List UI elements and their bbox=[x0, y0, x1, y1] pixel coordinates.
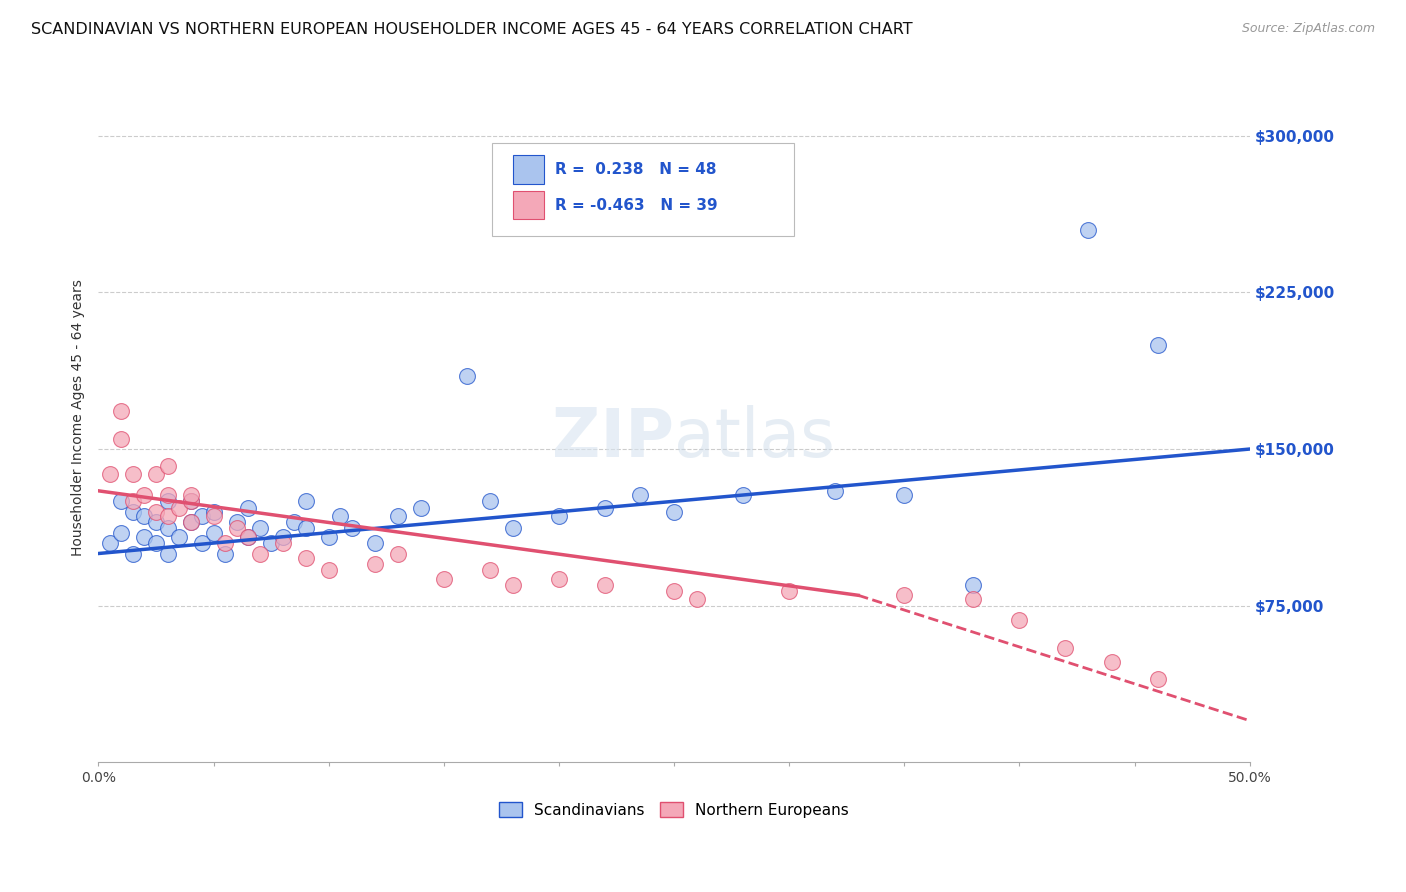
Point bbox=[236, 500, 259, 515]
Point bbox=[110, 525, 132, 540]
Point bbox=[122, 494, 145, 508]
Point bbox=[110, 432, 132, 446]
Point bbox=[824, 483, 846, 498]
Point bbox=[167, 530, 190, 544]
Point bbox=[134, 508, 156, 523]
Point bbox=[478, 563, 501, 577]
Point bbox=[167, 500, 190, 515]
Point bbox=[122, 505, 145, 519]
Point bbox=[628, 488, 651, 502]
Point bbox=[364, 536, 387, 550]
Point bbox=[456, 368, 478, 383]
Legend: Scandinavians, Northern Europeans: Scandinavians, Northern Europeans bbox=[494, 796, 855, 823]
Point bbox=[478, 494, 501, 508]
Point bbox=[733, 488, 755, 502]
Point bbox=[1146, 337, 1168, 351]
Point bbox=[662, 584, 685, 599]
Text: ZIP: ZIP bbox=[553, 405, 673, 471]
Point bbox=[249, 547, 271, 561]
Point bbox=[593, 578, 616, 592]
Point bbox=[180, 494, 202, 508]
Point bbox=[134, 530, 156, 544]
Point bbox=[409, 500, 432, 515]
Point bbox=[122, 467, 145, 482]
Point bbox=[294, 521, 316, 535]
Point bbox=[1146, 672, 1168, 686]
Point bbox=[202, 525, 225, 540]
Point bbox=[893, 588, 915, 602]
Point bbox=[180, 515, 202, 529]
Y-axis label: Householder Income Ages 45 - 64 years: Householder Income Ages 45 - 64 years bbox=[72, 279, 86, 556]
Point bbox=[180, 488, 202, 502]
Point bbox=[318, 563, 340, 577]
Point bbox=[329, 508, 352, 523]
Point bbox=[340, 521, 363, 535]
Point bbox=[134, 488, 156, 502]
Point bbox=[387, 547, 409, 561]
Point bbox=[548, 508, 571, 523]
Point bbox=[294, 494, 316, 508]
Point bbox=[156, 494, 179, 508]
Point bbox=[364, 557, 387, 571]
Point bbox=[893, 488, 915, 502]
Point bbox=[202, 505, 225, 519]
Point bbox=[225, 521, 247, 535]
Point bbox=[145, 515, 167, 529]
Point bbox=[433, 572, 456, 586]
Point bbox=[180, 515, 202, 529]
Point bbox=[236, 530, 259, 544]
Point bbox=[778, 584, 800, 599]
Point bbox=[1054, 640, 1077, 655]
Point bbox=[1008, 613, 1031, 627]
Point bbox=[662, 505, 685, 519]
Point bbox=[191, 508, 214, 523]
Point bbox=[502, 521, 524, 535]
Point bbox=[156, 488, 179, 502]
Point bbox=[271, 536, 294, 550]
Point bbox=[110, 404, 132, 418]
Point bbox=[156, 547, 179, 561]
Point bbox=[686, 592, 709, 607]
Point bbox=[214, 536, 236, 550]
Point bbox=[145, 505, 167, 519]
Point bbox=[318, 530, 340, 544]
Point bbox=[1101, 655, 1123, 669]
Point bbox=[202, 508, 225, 523]
Point bbox=[225, 515, 247, 529]
Text: Source: ZipAtlas.com: Source: ZipAtlas.com bbox=[1241, 22, 1375, 36]
Point bbox=[502, 578, 524, 592]
Text: SCANDINAVIAN VS NORTHERN EUROPEAN HOUSEHOLDER INCOME AGES 45 - 64 YEARS CORRELAT: SCANDINAVIAN VS NORTHERN EUROPEAN HOUSEH… bbox=[31, 22, 912, 37]
Point bbox=[593, 500, 616, 515]
Text: R =  0.238   N = 48: R = 0.238 N = 48 bbox=[555, 162, 717, 177]
Point bbox=[98, 467, 121, 482]
Point bbox=[548, 572, 571, 586]
Point bbox=[283, 515, 305, 529]
Point bbox=[145, 536, 167, 550]
Point bbox=[191, 536, 214, 550]
Point bbox=[214, 547, 236, 561]
Point bbox=[156, 521, 179, 535]
Point bbox=[962, 592, 984, 607]
Point bbox=[962, 578, 984, 592]
Point bbox=[180, 494, 202, 508]
Point bbox=[156, 508, 179, 523]
Point bbox=[1077, 222, 1099, 236]
Point bbox=[260, 536, 283, 550]
Text: R = -0.463   N = 39: R = -0.463 N = 39 bbox=[555, 198, 718, 212]
Point bbox=[236, 530, 259, 544]
Point bbox=[110, 494, 132, 508]
Point bbox=[122, 547, 145, 561]
Point bbox=[249, 521, 271, 535]
Point bbox=[145, 467, 167, 482]
Point bbox=[294, 550, 316, 565]
Point bbox=[98, 536, 121, 550]
Point bbox=[271, 530, 294, 544]
Text: atlas: atlas bbox=[673, 405, 835, 471]
Point bbox=[387, 508, 409, 523]
Point bbox=[156, 458, 179, 473]
